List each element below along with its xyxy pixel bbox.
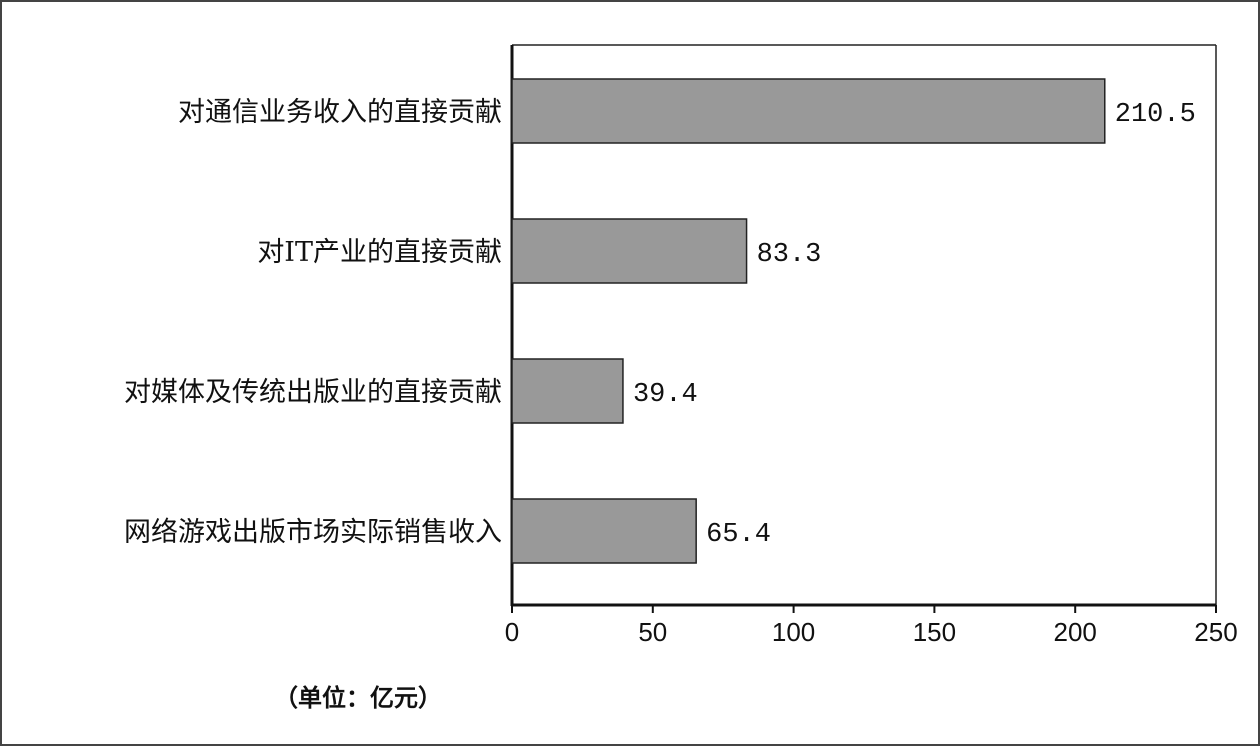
x-tick-label: 0 xyxy=(505,617,519,647)
x-tick-label: 250 xyxy=(1194,617,1237,647)
x-tick-label: 50 xyxy=(638,617,667,647)
data-label: 210.5 xyxy=(1115,100,1196,130)
category-label: 网络游戏出版市场实际销售收入 xyxy=(124,517,502,548)
data-label: 83.3 xyxy=(757,240,822,270)
category-label: 对媒体及传统出版业的直接贡献 xyxy=(124,377,502,408)
x-tick-label: 200 xyxy=(1054,617,1097,647)
bar xyxy=(511,498,697,564)
bar xyxy=(511,78,1106,144)
bar xyxy=(511,218,748,284)
unit-note: （单位：亿元） xyxy=(274,684,442,712)
data-label: 39.4 xyxy=(633,380,698,410)
bar xyxy=(511,358,624,424)
category-label: 对通信业务收入的直接贡献 xyxy=(178,97,502,128)
category-label: 对IT产业的直接贡献 xyxy=(257,237,502,268)
data-label: 65.4 xyxy=(706,520,771,550)
x-tick-label: 100 xyxy=(772,617,815,647)
x-tick-label: 150 xyxy=(913,617,956,647)
